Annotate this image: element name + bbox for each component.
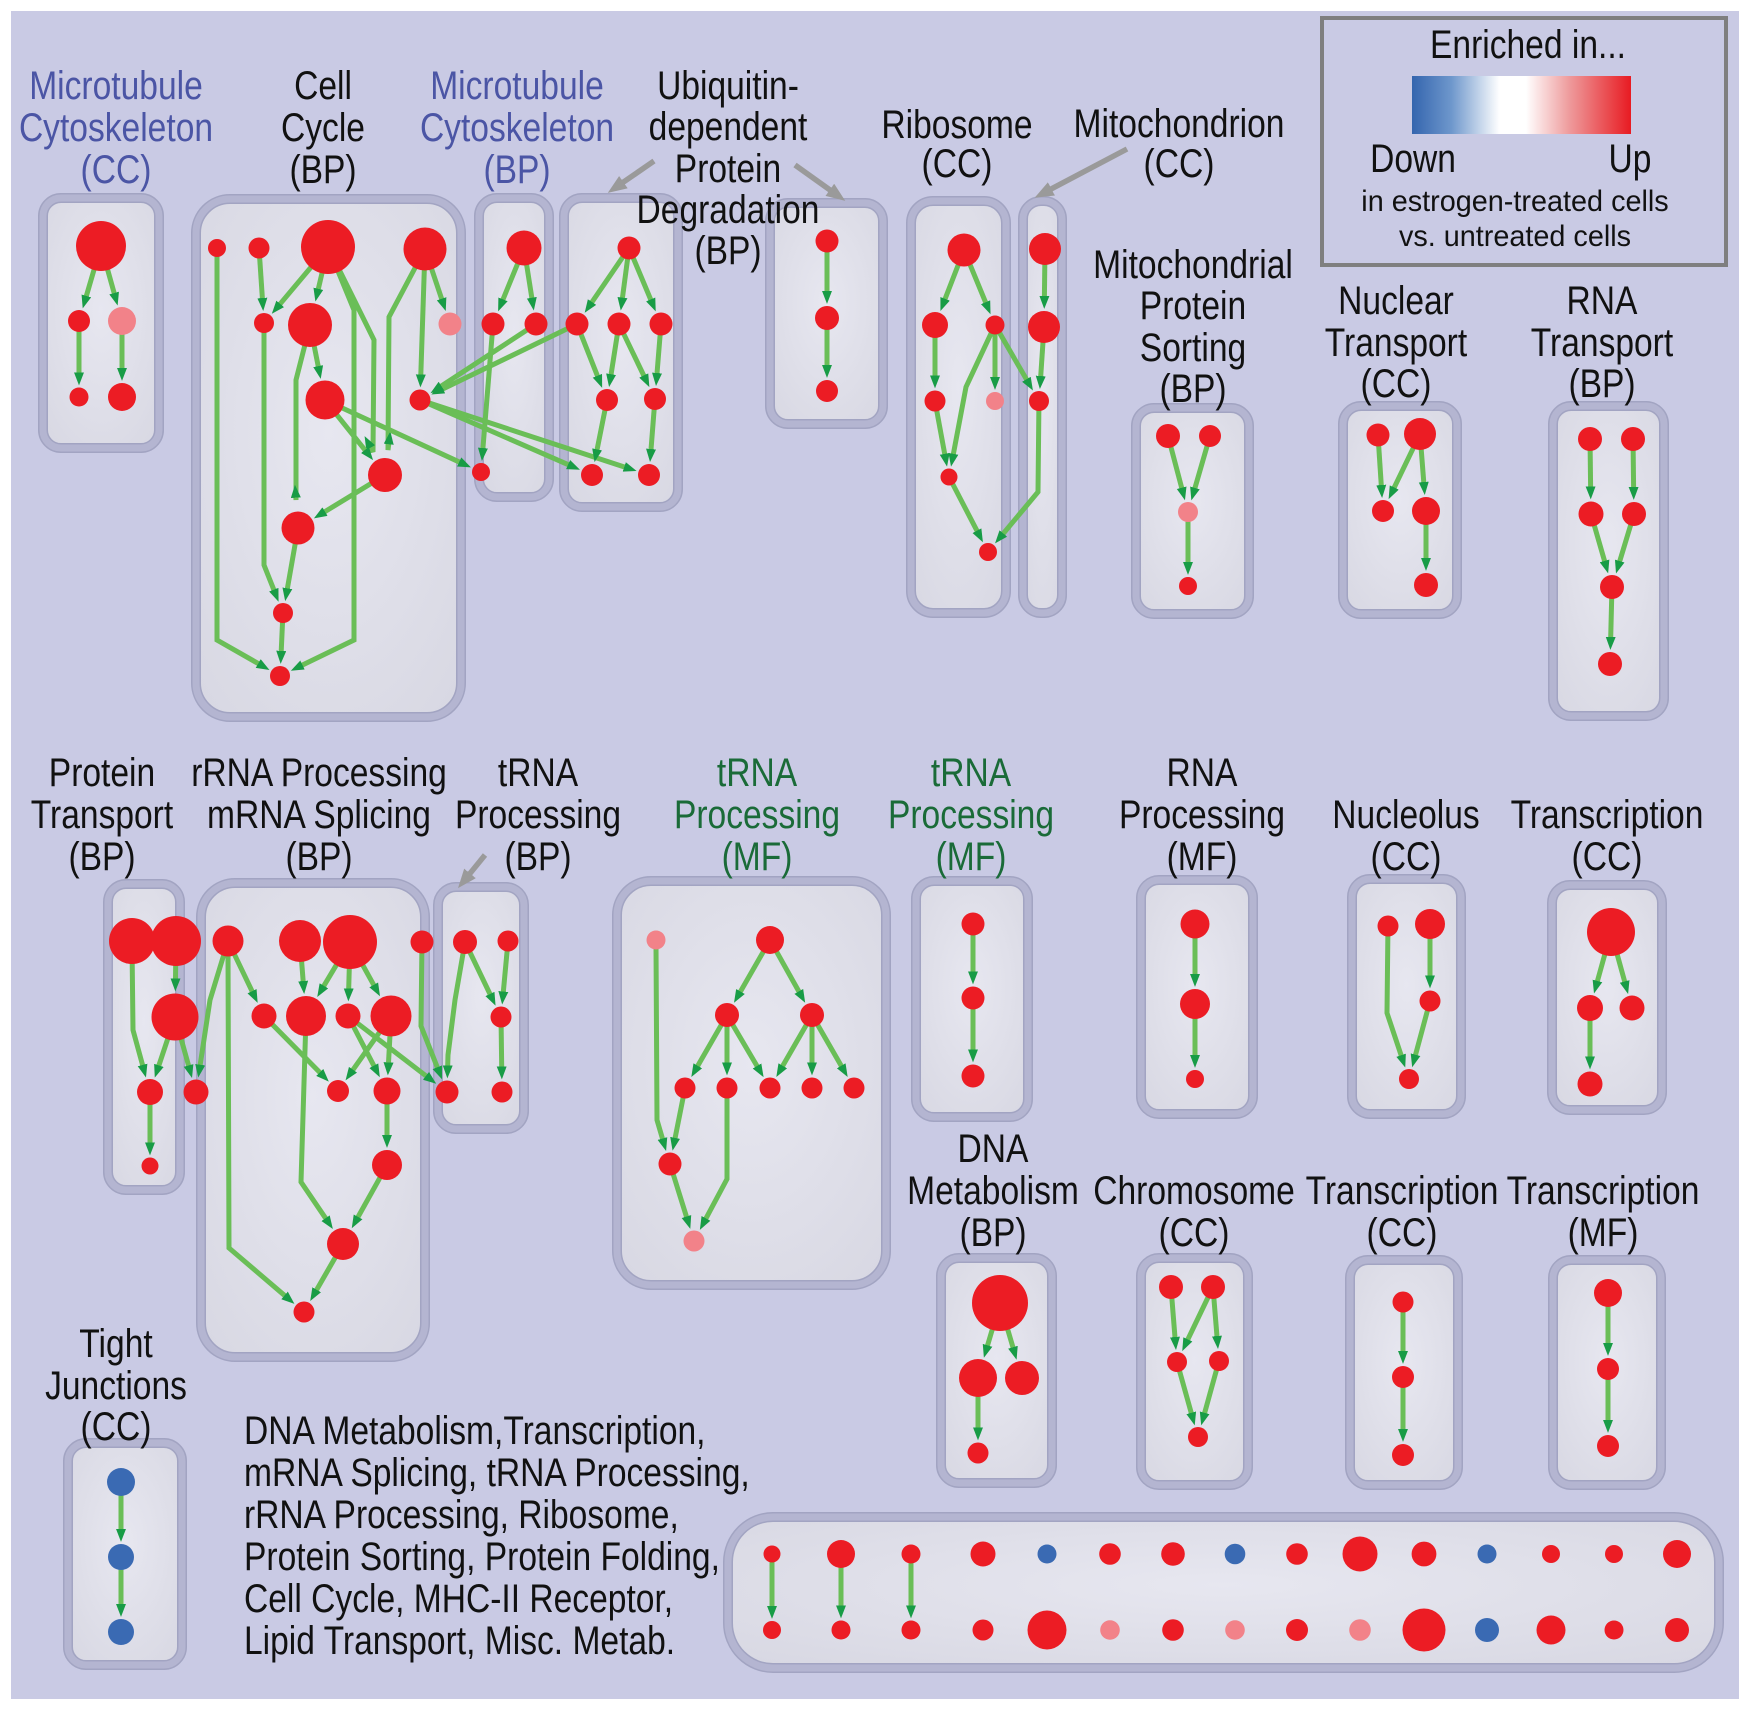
svg-text:Chromosome: Chromosome [1093, 1169, 1295, 1213]
svg-text:(BP): (BP) [504, 835, 571, 879]
svg-text:Processing: Processing [888, 793, 1054, 837]
svg-text:in estrogen-treated cells: in estrogen-treated cells [1361, 185, 1668, 218]
svg-text:(CC): (CC) [1572, 835, 1643, 879]
svg-text:(MF): (MF) [722, 835, 793, 879]
svg-text:dependent: dependent [649, 105, 808, 149]
svg-text:vs. untreated cells: vs. untreated cells [1399, 220, 1631, 253]
svg-text:(BP): (BP) [694, 229, 761, 273]
svg-text:tRNA: tRNA [931, 751, 1012, 795]
svg-text:(MF): (MF) [1568, 1211, 1639, 1255]
svg-text:Transport: Transport [1531, 321, 1673, 365]
svg-text:(CC): (CC) [81, 148, 152, 192]
svg-text:(BP): (BP) [68, 835, 135, 879]
svg-text:Processing: Processing [455, 793, 621, 837]
svg-text:(MF): (MF) [1167, 835, 1238, 879]
svg-text:Cycle: Cycle [281, 106, 365, 150]
svg-text:Transport: Transport [1325, 321, 1467, 365]
svg-text:Enriched in...: Enriched in... [1430, 23, 1626, 67]
svg-text:Cell: Cell [294, 64, 352, 108]
svg-text:(CC): (CC) [81, 1405, 152, 1449]
svg-text:(BP): (BP) [1159, 367, 1226, 411]
svg-text:Tight: Tight [79, 1322, 152, 1366]
svg-text:Nucleolus: Nucleolus [1332, 793, 1479, 837]
svg-text:RNA: RNA [1567, 279, 1638, 323]
svg-text:Protein: Protein [49, 751, 155, 795]
svg-text:Cytoskeleton: Cytoskeleton [420, 106, 614, 150]
svg-text:Ribosome: Ribosome [881, 103, 1032, 147]
svg-text:Degradation: Degradation [637, 188, 820, 232]
svg-text:Mitochondrion: Mitochondrion [1074, 102, 1285, 146]
svg-text:Microtubule: Microtubule [29, 64, 203, 108]
svg-text:rRNA Processing: rRNA Processing [191, 751, 447, 795]
svg-text:(BP): (BP) [285, 835, 352, 879]
svg-text:(MF): (MF) [936, 835, 1007, 879]
svg-text:(CC): (CC) [1361, 362, 1432, 406]
svg-text:Protein: Protein [1140, 284, 1246, 328]
svg-text:tRNA: tRNA [498, 751, 579, 795]
svg-text:(BP): (BP) [289, 148, 356, 192]
svg-text:Transcription: Transcription [1507, 1169, 1700, 1213]
svg-text:Metabolism: Metabolism [907, 1169, 1079, 1213]
svg-text:RNA: RNA [1167, 751, 1238, 795]
svg-text:Processing: Processing [1119, 793, 1285, 837]
svg-text:Protein Sorting, Protein Foldi: Protein Sorting, Protein Folding, [244, 1535, 720, 1579]
svg-text:rRNA Processing, Ribosome,: rRNA Processing, Ribosome, [244, 1493, 679, 1537]
svg-text:Cytoskeleton: Cytoskeleton [19, 106, 213, 150]
svg-text:Cell Cycle, MHC-II Receptor,: Cell Cycle, MHC-II Receptor, [244, 1577, 673, 1621]
svg-text:Microtubule: Microtubule [430, 64, 604, 108]
svg-text:tRNA: tRNA [717, 751, 798, 795]
svg-text:(BP): (BP) [483, 148, 550, 192]
svg-text:Junctions: Junctions [45, 1364, 187, 1408]
svg-text:(CC): (CC) [922, 142, 993, 186]
svg-text:DNA Metabolism,Transcription,: DNA Metabolism,Transcription, [244, 1409, 706, 1453]
svg-text:Transcription: Transcription [1511, 793, 1704, 837]
svg-text:Lipid Transport, Misc. Metab.: Lipid Transport, Misc. Metab. [244, 1619, 675, 1663]
svg-text:Transport: Transport [31, 793, 173, 837]
svg-text:Protein: Protein [675, 147, 781, 191]
svg-text:Transcription: Transcription [1306, 1169, 1499, 1213]
svg-text:(BP): (BP) [1568, 362, 1635, 406]
svg-text:(BP): (BP) [959, 1211, 1026, 1255]
svg-text:Mitochondrial: Mitochondrial [1093, 243, 1293, 287]
svg-text:Down: Down [1370, 137, 1456, 181]
svg-text:Ubiquitin-: Ubiquitin- [657, 64, 799, 108]
svg-text:mRNA Splicing: mRNA Splicing [207, 793, 431, 837]
svg-text:(CC): (CC) [1144, 142, 1215, 186]
svg-text:Nuclear: Nuclear [1338, 279, 1454, 323]
svg-text:Processing: Processing [674, 793, 840, 837]
svg-text:(CC): (CC) [1371, 835, 1442, 879]
svg-text:Up: Up [1609, 137, 1652, 181]
svg-text:(CC): (CC) [1367, 1211, 1438, 1255]
svg-text:DNA: DNA [958, 1127, 1029, 1171]
svg-text:mRNA Splicing, tRNA Processing: mRNA Splicing, tRNA Processing, [244, 1451, 750, 1495]
svg-text:(CC): (CC) [1159, 1211, 1230, 1255]
svg-text:Sorting: Sorting [1140, 326, 1246, 370]
